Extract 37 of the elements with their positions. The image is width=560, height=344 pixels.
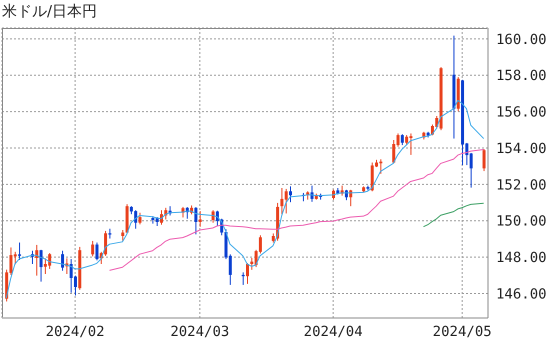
candlestick <box>40 249 43 282</box>
candlestick <box>18 242 22 260</box>
candlestick <box>91 240 94 257</box>
candlestick <box>409 132 412 156</box>
candlestick <box>246 262 249 284</box>
y-tick-label: 148.00 <box>496 250 547 266</box>
candlestick <box>70 258 73 294</box>
y-tick-label: 158.00 <box>496 68 547 84</box>
line-series <box>422 202 484 228</box>
x-tick-label: 2024/05 <box>432 324 492 340</box>
y-tick-label: 152.00 <box>496 177 547 194</box>
candlestick <box>138 212 142 225</box>
candlestick <box>405 134 408 146</box>
candlestick <box>104 230 108 256</box>
candlestick <box>44 258 47 274</box>
candlestick <box>482 148 486 172</box>
line-series <box>6 100 484 298</box>
candlestick <box>289 186 292 203</box>
y-tick-label: 146.00 <box>496 286 547 302</box>
candlestick <box>61 250 64 272</box>
y-tick-label: 160.00 <box>496 32 547 48</box>
candlestick <box>280 188 284 215</box>
y-tick-label: 154.00 <box>496 140 547 157</box>
candlestick <box>48 252 52 270</box>
candlestick <box>194 206 198 235</box>
candlestick <box>400 134 404 146</box>
candlestick <box>284 188 288 214</box>
x-tick-label: 2024/03 <box>170 324 230 340</box>
y-tick-label: 156.00 <box>496 104 547 121</box>
x-tick-label: 2024/02 <box>46 324 105 340</box>
chart-title: 米ドル/日本円 <box>2 2 98 21</box>
x-tick-label: 2024/04 <box>304 324 363 340</box>
candlestick <box>95 242 98 261</box>
candlestick <box>198 210 202 228</box>
candlestick <box>121 230 124 242</box>
y-tick-label: 150.00 <box>496 214 547 230</box>
candlestick <box>379 158 382 174</box>
